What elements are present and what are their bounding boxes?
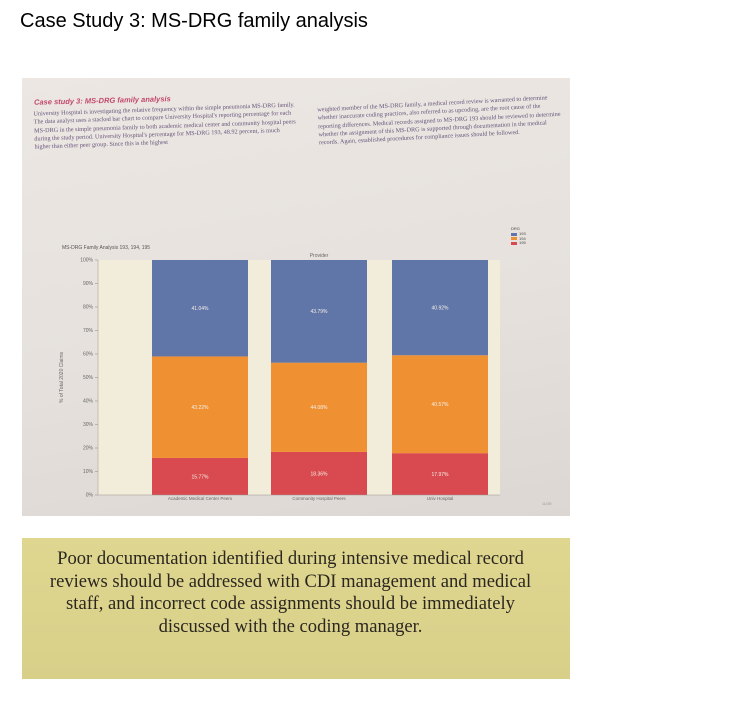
data-label: 40.92% [432,305,450,311]
y-tick-label: 40% [83,399,94,405]
chart-caption: MS-DRG Family Analysis 193, 194, 195 [62,245,151,251]
bar-segment [152,260,248,357]
legend-item: 193 [511,231,526,237]
y-tick-label: 90% [83,281,94,287]
data-label: 15.77% [192,474,210,480]
stacked-bar-chart: 0% 10% 20% 30% 40% 50% 60% 70% 80% 90% 100% % of To… [59,253,500,501]
y-tick-label: 100% [80,258,93,264]
provider-label: Provider [310,253,329,259]
legend-label: 193 [519,231,526,236]
data-label: 44.08% [311,405,329,411]
bar-segment [392,260,488,356]
bar-segment [392,355,488,454]
legend-item: 194 [511,235,526,242]
note-text: Poor documentation identified during int… [49,548,532,637]
y-tick-label: 60% [83,352,94,358]
data-label: 41.04% [192,306,210,312]
legend-swatch [511,232,517,236]
y-tick-label: 30% [83,422,94,428]
legend-title: DRG [511,226,520,231]
data-label: 17.97% [432,472,450,478]
slide-title: Case Study 3: MS-DRG family analysis [20,10,368,32]
textbook-photo: 0% 10% 20% 30% 40% 50% 60% 70% 80% 90% 100% % of To… [22,78,570,516]
bar-segment [271,451,367,495]
y-tick-label: 50% [83,375,94,381]
x-category-label: Academic Medical Center Peers [168,496,233,501]
bar-segment [271,260,367,363]
legend-swatch [511,241,517,245]
y-axis-title: % of Total 2020 Claims [59,351,65,403]
data-label: 43.22% [192,405,210,411]
legend-swatch [511,237,517,241]
bar-segment [392,453,488,495]
legend-label: 195 [519,240,526,245]
legend-item: 195 [511,240,526,246]
page-number: 11439 [542,502,552,506]
y-tick-label: 0% [86,493,94,499]
data-label: 43.79% [311,309,329,315]
x-category-label: Community Hospital Peers [292,496,346,501]
y-tick-label: 10% [83,469,94,475]
y-tick-label: 70% [83,328,94,334]
chart-legend: DRG 193 194 195 [511,226,526,246]
bar-segment [271,362,367,452]
x-category-label: Univ Hospital [427,496,454,501]
highlighted-note: Poor documentation identified during int… [22,538,570,679]
y-tick-label: 20% [83,446,94,452]
data-label: 18.36% [311,471,329,477]
bar-segment [152,457,248,495]
bar-segment [152,356,248,458]
y-tick-label: 80% [83,305,94,311]
data-label: 40.57% [432,402,450,408]
legend-label: 194 [519,235,526,241]
